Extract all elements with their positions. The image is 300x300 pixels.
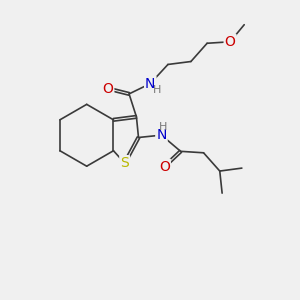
Text: H: H — [159, 122, 167, 132]
Text: H: H — [153, 85, 161, 95]
Text: O: O — [102, 82, 113, 96]
Text: O: O — [159, 160, 170, 174]
Text: O: O — [225, 35, 236, 49]
Text: N: N — [145, 76, 155, 91]
Text: S: S — [120, 156, 129, 170]
Text: N: N — [156, 128, 167, 142]
